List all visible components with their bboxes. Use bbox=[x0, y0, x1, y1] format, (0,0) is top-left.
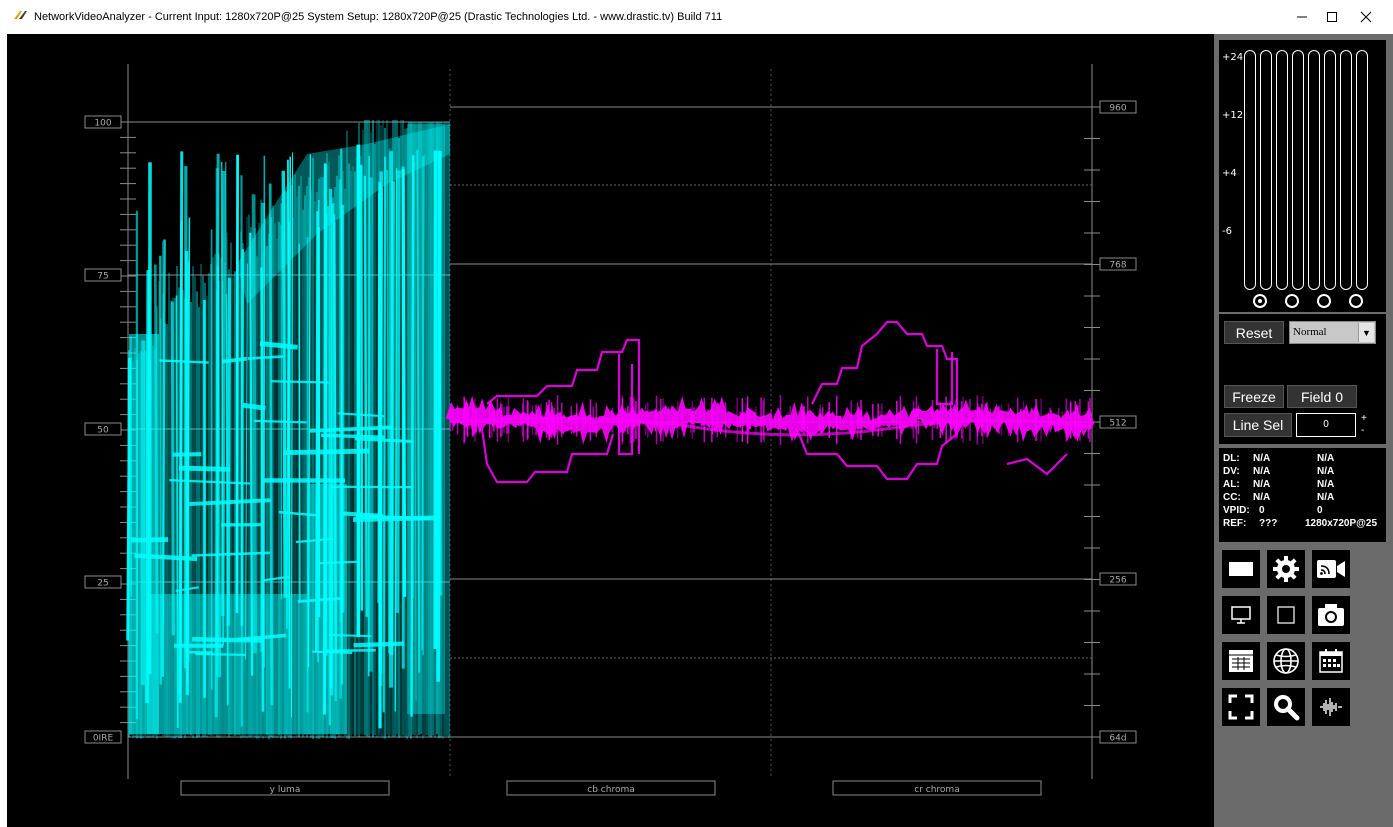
reset-button[interactable]: Reset bbox=[1224, 321, 1284, 344]
svg-text:0IRE: 0IRE bbox=[93, 734, 114, 744]
svg-text:75: 75 bbox=[97, 272, 108, 282]
field-button[interactable]: Field 0 bbox=[1287, 385, 1357, 408]
audio-group-radio-3[interactable] bbox=[1317, 294, 1331, 308]
line-select-button[interactable]: Line Sel bbox=[1224, 413, 1292, 437]
stream-camera-icon[interactable] bbox=[1312, 550, 1350, 588]
luma-scale-label: 50 bbox=[84, 422, 122, 436]
app-logo-icon bbox=[14, 11, 27, 19]
audio-group-radio-4[interactable] bbox=[1349, 294, 1363, 308]
freeze-button[interactable]: Freeze bbox=[1224, 385, 1284, 408]
mode-select[interactable]: Normal ▼ bbox=[1289, 321, 1376, 344]
channel-label: y luma bbox=[180, 780, 390, 796]
close-button[interactable] bbox=[1343, 0, 1389, 34]
waveform-scope[interactable]: 100 75 50 25 0IRE 960 768 512 256 64d y luma cb chr… bbox=[7, 34, 1214, 827]
audio-channel-meter bbox=[1356, 50, 1368, 290]
audio-group-radio-2[interactable] bbox=[1285, 294, 1299, 308]
waveform-graph: 100 75 50 25 0IRE 960 768 512 256 64d y luma cb chr… bbox=[84, 64, 1137, 796]
chroma-trace bbox=[445, 320, 1095, 484]
chroma-scale-label: 512 bbox=[1099, 415, 1137, 429]
luma-scale-label: 0IRE bbox=[84, 730, 122, 744]
maximize-icon bbox=[1327, 12, 1337, 22]
chroma-scale-label: 768 bbox=[1099, 257, 1137, 271]
control-panel: +24 +12 +4 -6 Reset Normal ▼ Freeze Fiel… bbox=[1214, 34, 1393, 827]
audio-channel-meter bbox=[1244, 50, 1256, 290]
table-icon[interactable] bbox=[1222, 642, 1260, 680]
luma-scale-label: 75 bbox=[84, 268, 122, 282]
display-icon[interactable] bbox=[1222, 596, 1260, 634]
svg-text:512: 512 bbox=[1109, 419, 1126, 429]
channel-label: cr chroma bbox=[832, 780, 1042, 796]
luma-scale-label: 25 bbox=[84, 575, 122, 589]
db-label: +12 bbox=[1222, 110, 1244, 121]
title-bar: NetworkVideoAnalyzer - Current Input: 12… bbox=[0, 0, 1393, 34]
search-icon[interactable] bbox=[1267, 688, 1305, 726]
monitor-wide-icon[interactable] bbox=[1222, 550, 1260, 588]
mode-select-value: Normal bbox=[1293, 326, 1327, 338]
waveform-icon[interactable] bbox=[1312, 688, 1350, 726]
svg-text:cr chroma: cr chroma bbox=[914, 785, 959, 795]
chroma-scale-label: 256 bbox=[1099, 572, 1137, 586]
minimize-button[interactable] bbox=[1279, 0, 1325, 34]
svg-text:25: 25 bbox=[97, 579, 108, 589]
signal-status: DL: N/A N/A DV: N/A N/A AL: N/A N/A CC: N/A N/A … bbox=[1219, 448, 1386, 542]
svg-text:cb chroma: cb chroma bbox=[587, 785, 634, 795]
chevron-down-icon[interactable]: ▼ bbox=[1358, 323, 1374, 342]
audio-channel-meter bbox=[1276, 50, 1288, 290]
svg-text:y luma: y luma bbox=[270, 785, 301, 795]
minimize-icon bbox=[1297, 16, 1307, 18]
close-icon bbox=[1360, 11, 1372, 23]
audio-channel-meter bbox=[1340, 50, 1352, 290]
audio-channel-meter bbox=[1260, 50, 1272, 290]
chroma-scale-label: 960 bbox=[1099, 100, 1137, 114]
window-title: NetworkVideoAnalyzer - Current Input: 12… bbox=[34, 11, 723, 23]
luma-scale-label: 100 bbox=[84, 115, 122, 129]
db-label: -6 bbox=[1222, 226, 1232, 237]
channel-label: cb chroma bbox=[506, 780, 716, 796]
audio-group-radio-1[interactable] bbox=[1253, 294, 1267, 308]
svg-text:960: 960 bbox=[1109, 104, 1126, 114]
scope-labels: 100 75 50 25 0IRE 960 768 512 256 64d y luma cb chr… bbox=[84, 100, 1137, 796]
calendar-icon[interactable] bbox=[1312, 642, 1350, 680]
luma-trace bbox=[126, 120, 450, 739]
audio-meters: +24 +12 +4 -6 bbox=[1219, 40, 1386, 312]
db-label: +24 bbox=[1222, 52, 1244, 63]
audio-channel-meter bbox=[1292, 50, 1304, 290]
svg-text:768: 768 bbox=[1109, 261, 1126, 271]
line-decrement-button[interactable]: - bbox=[1361, 425, 1365, 436]
globe-icon[interactable] bbox=[1267, 642, 1305, 680]
line-number-input[interactable]: 0 bbox=[1296, 413, 1356, 437]
audio-channel-meter bbox=[1324, 50, 1336, 290]
line-increment-button[interactable]: + bbox=[1361, 413, 1367, 424]
svg-text:100: 100 bbox=[94, 119, 111, 129]
camera-icon[interactable] bbox=[1312, 596, 1350, 634]
svg-text:256: 256 bbox=[1109, 576, 1126, 586]
fullscreen-icon[interactable] bbox=[1222, 688, 1260, 726]
svg-text:50: 50 bbox=[97, 426, 109, 436]
square-icon[interactable] bbox=[1267, 596, 1305, 634]
audio-channel-meter bbox=[1308, 50, 1320, 290]
db-label: +4 bbox=[1222, 168, 1237, 179]
gear-icon[interactable] bbox=[1267, 550, 1305, 588]
chroma-scale-label: 64d bbox=[1099, 730, 1137, 744]
scope-controls: Reset Normal ▼ Freeze Field 0 Line Sel 0… bbox=[1219, 314, 1386, 444]
svg-text:64d: 64d bbox=[1109, 734, 1126, 744]
maximize-button[interactable] bbox=[1309, 0, 1355, 34]
